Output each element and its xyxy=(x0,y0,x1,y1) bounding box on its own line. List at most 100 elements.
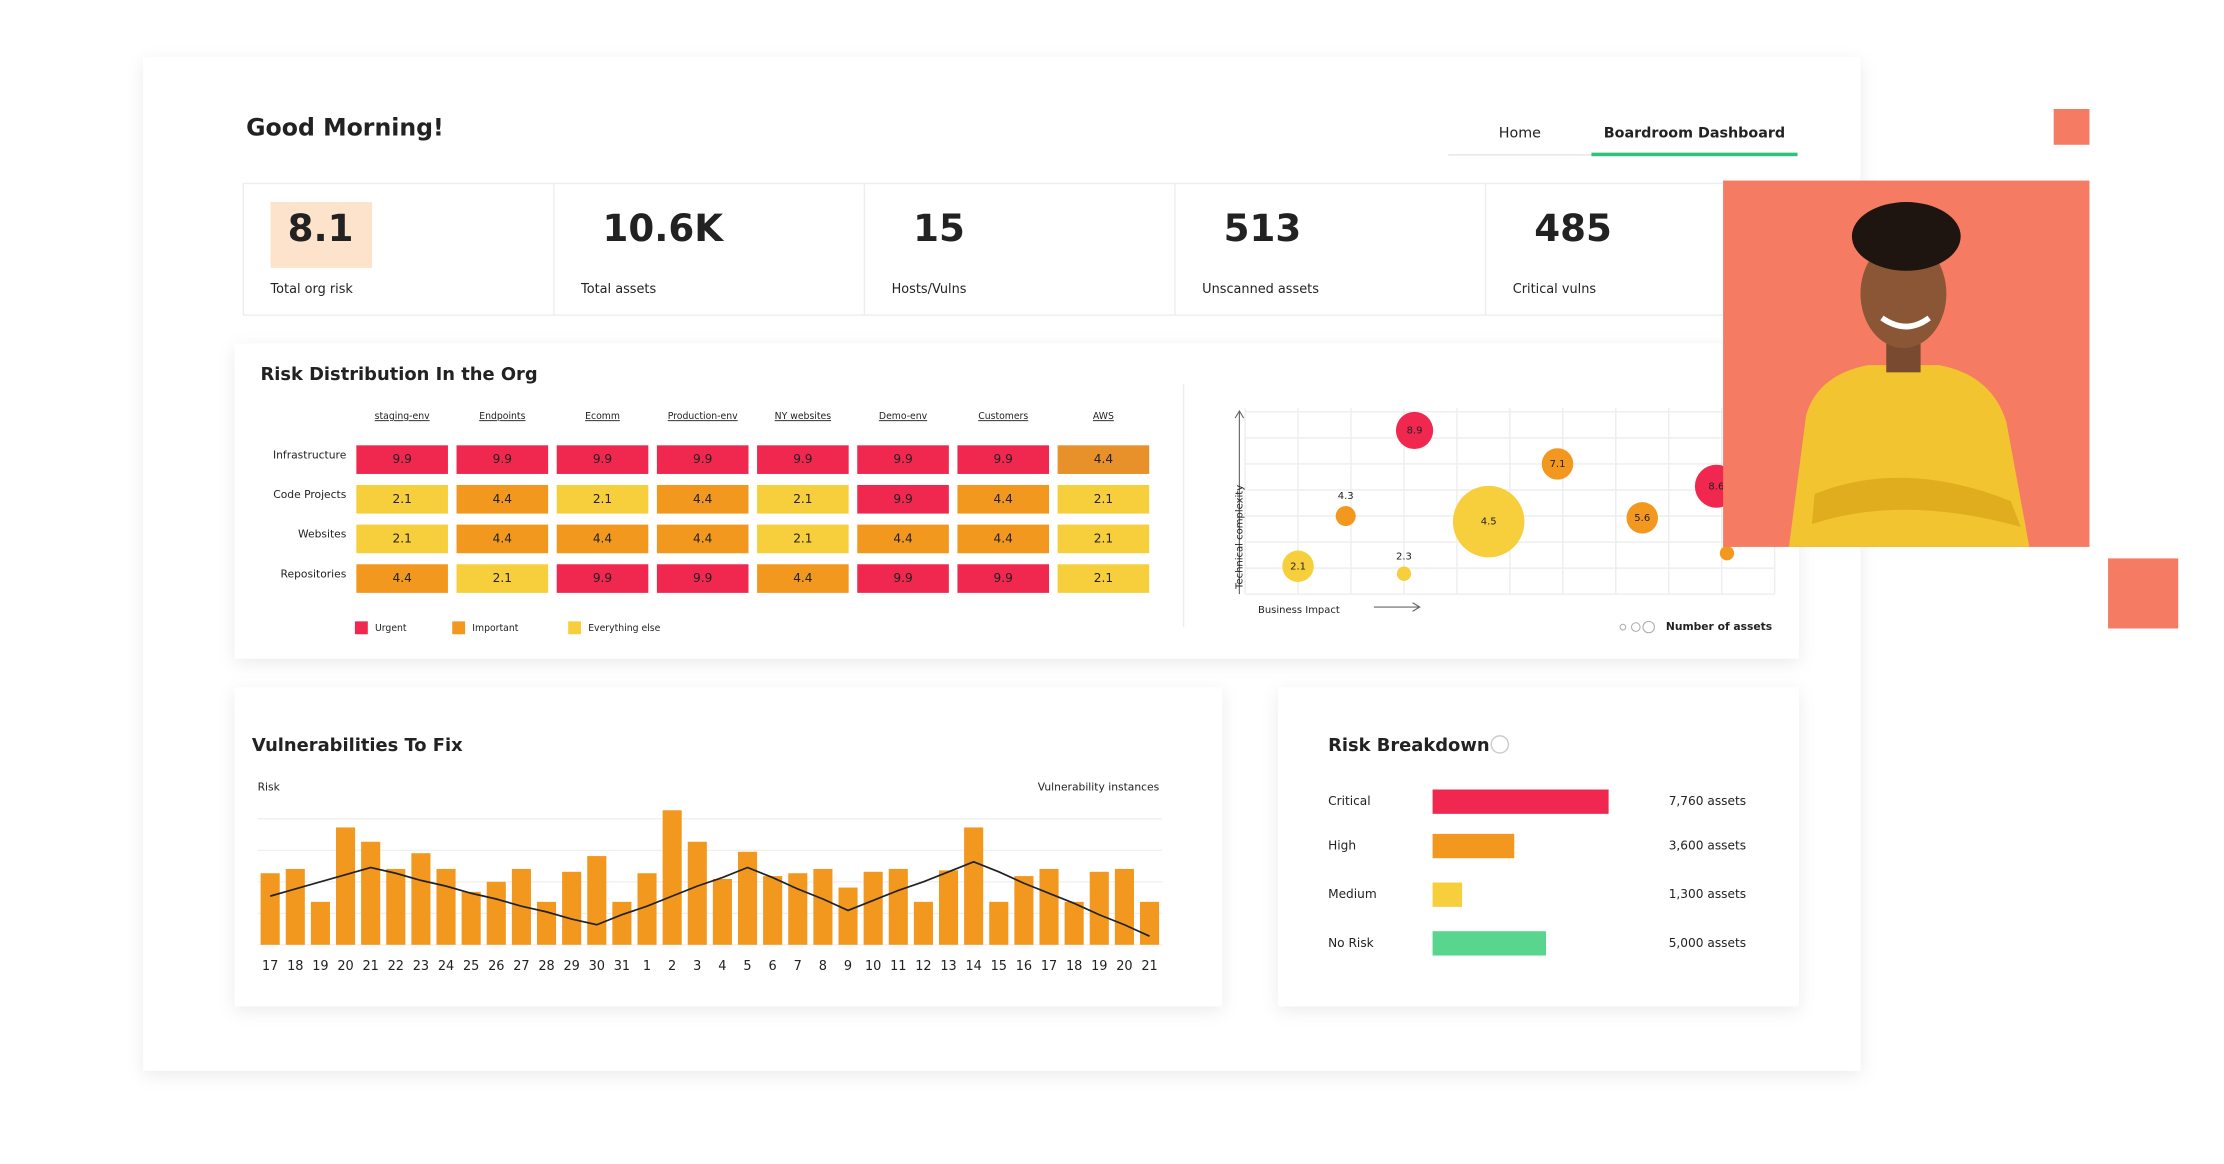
bar xyxy=(1139,901,1160,945)
kpi-label: Total org risk xyxy=(269,282,353,297)
bar xyxy=(1432,931,1546,956)
deco-square xyxy=(2108,558,2179,629)
x-tick-label: 31 xyxy=(614,959,630,974)
x-tick-label: 24 xyxy=(438,959,454,974)
bar xyxy=(888,868,908,945)
heat-value: 4.4 xyxy=(994,492,1014,506)
heat-cell xyxy=(757,445,849,474)
size-legend-label: Number of assets xyxy=(1666,620,1772,633)
kpi-label: Total assets xyxy=(580,282,656,297)
info-icon[interactable] xyxy=(1490,735,1510,754)
column-header: Endpoints xyxy=(479,411,525,422)
bubble xyxy=(1452,485,1525,558)
heat-cell xyxy=(857,484,949,514)
bar xyxy=(1064,901,1084,945)
heat-cell xyxy=(1057,524,1150,554)
heat-value: 4.4 xyxy=(493,492,513,506)
heat-cell xyxy=(857,564,949,593)
x-tick-label: 21 xyxy=(1141,959,1157,974)
heat-value: 9.9 xyxy=(392,452,411,466)
heat-cell xyxy=(1057,564,1150,593)
bubble xyxy=(1396,566,1412,581)
size-legend-circle xyxy=(1619,623,1627,631)
bar xyxy=(813,868,833,945)
heat-cell xyxy=(757,564,849,593)
x-tick-label: 15 xyxy=(991,959,1007,974)
heat-value: 4.4 xyxy=(994,531,1014,545)
legend-label: Everything else xyxy=(588,623,660,634)
heat-cell xyxy=(356,524,448,554)
bar xyxy=(436,868,456,945)
bubble-label: 5.6 xyxy=(1634,513,1650,524)
bar xyxy=(386,868,406,945)
bubble xyxy=(1395,411,1434,450)
bar xyxy=(361,841,381,945)
heat-cell xyxy=(456,564,549,593)
heat-value: 4.4 xyxy=(493,531,513,545)
heat-cell xyxy=(456,524,549,554)
kpi-strip xyxy=(242,182,1726,316)
heat-cell xyxy=(957,484,1050,514)
heat-value: 2.1 xyxy=(1094,571,1113,585)
heat-value: 2.1 xyxy=(392,531,411,545)
heat-cell xyxy=(857,524,949,554)
heat-value: 9.9 xyxy=(893,452,912,466)
heat-value: 9.9 xyxy=(793,452,812,466)
heat-cell xyxy=(1057,445,1150,474)
bar xyxy=(989,901,1009,945)
vuln-chart: Vulnerabilities To Fix Risk Vulnerability … xyxy=(252,735,1163,974)
x-tick-label: 21 xyxy=(362,959,378,974)
greeting: Good Morning! xyxy=(246,114,444,142)
kpi-label: Unscanned assets xyxy=(1202,282,1319,297)
column-header: Demo-env xyxy=(879,411,928,422)
bubble-label: 8.9 xyxy=(1407,425,1423,436)
heat-cell xyxy=(356,445,448,474)
x-tick-label: 14 xyxy=(965,959,981,974)
heat-value: 9.9 xyxy=(893,571,912,585)
heat-value: 9.9 xyxy=(493,452,512,466)
x-tick-label: 16 xyxy=(1016,959,1032,974)
category-label: High xyxy=(1328,839,1356,853)
x-tick-label: 28 xyxy=(538,959,554,974)
x-tick-label: 3 xyxy=(693,959,701,974)
heat-cell xyxy=(556,445,649,474)
bar xyxy=(1114,868,1134,945)
bar xyxy=(587,856,607,945)
column-header: Production-env xyxy=(668,411,738,422)
bar xyxy=(1039,868,1059,945)
heat-cell xyxy=(656,564,749,593)
axis-label: Risk xyxy=(258,780,281,793)
x-tick-label: 18 xyxy=(287,959,303,974)
x-tick-label: 10 xyxy=(865,959,881,974)
kpis: 8.1 Total org risk 10.6K Total assets 15 Host… xyxy=(269,183,1612,316)
bar xyxy=(712,878,732,945)
heat-cell xyxy=(656,524,749,554)
x-tick-label: 26 xyxy=(488,959,504,974)
bar xyxy=(260,873,280,945)
legend-label: Important xyxy=(472,623,518,634)
x-tick-label: 17 xyxy=(1041,959,1057,974)
heat-value: 2.1 xyxy=(793,531,812,545)
nav-item[interactable]: Boardroom Dashboard xyxy=(1604,125,1785,141)
bar xyxy=(612,901,632,945)
kpi-label: Critical vulns xyxy=(1513,282,1597,297)
bar xyxy=(1432,833,1515,859)
x-tick-label: 22 xyxy=(388,959,404,974)
bar xyxy=(310,901,330,945)
heat-cell xyxy=(757,524,849,554)
kpi-value: 10.6K xyxy=(603,206,725,250)
arms xyxy=(1811,477,2021,527)
bubble-label: 8.6 xyxy=(1708,481,1724,492)
bar xyxy=(863,871,883,945)
heat-cell xyxy=(356,484,448,514)
x-tick-label: 1 xyxy=(643,959,651,974)
nav-item[interactable]: Home xyxy=(1499,125,1541,141)
legend-swatch xyxy=(452,621,466,635)
y-axis-arrow xyxy=(1234,409,1245,595)
bubble xyxy=(1282,550,1314,582)
column-header: staging-env xyxy=(375,411,430,422)
card-title: Risk Distribution In the Org xyxy=(260,364,537,385)
heat-value: 4.4 xyxy=(392,571,412,585)
bar xyxy=(913,901,933,945)
heat-cell xyxy=(456,484,549,514)
